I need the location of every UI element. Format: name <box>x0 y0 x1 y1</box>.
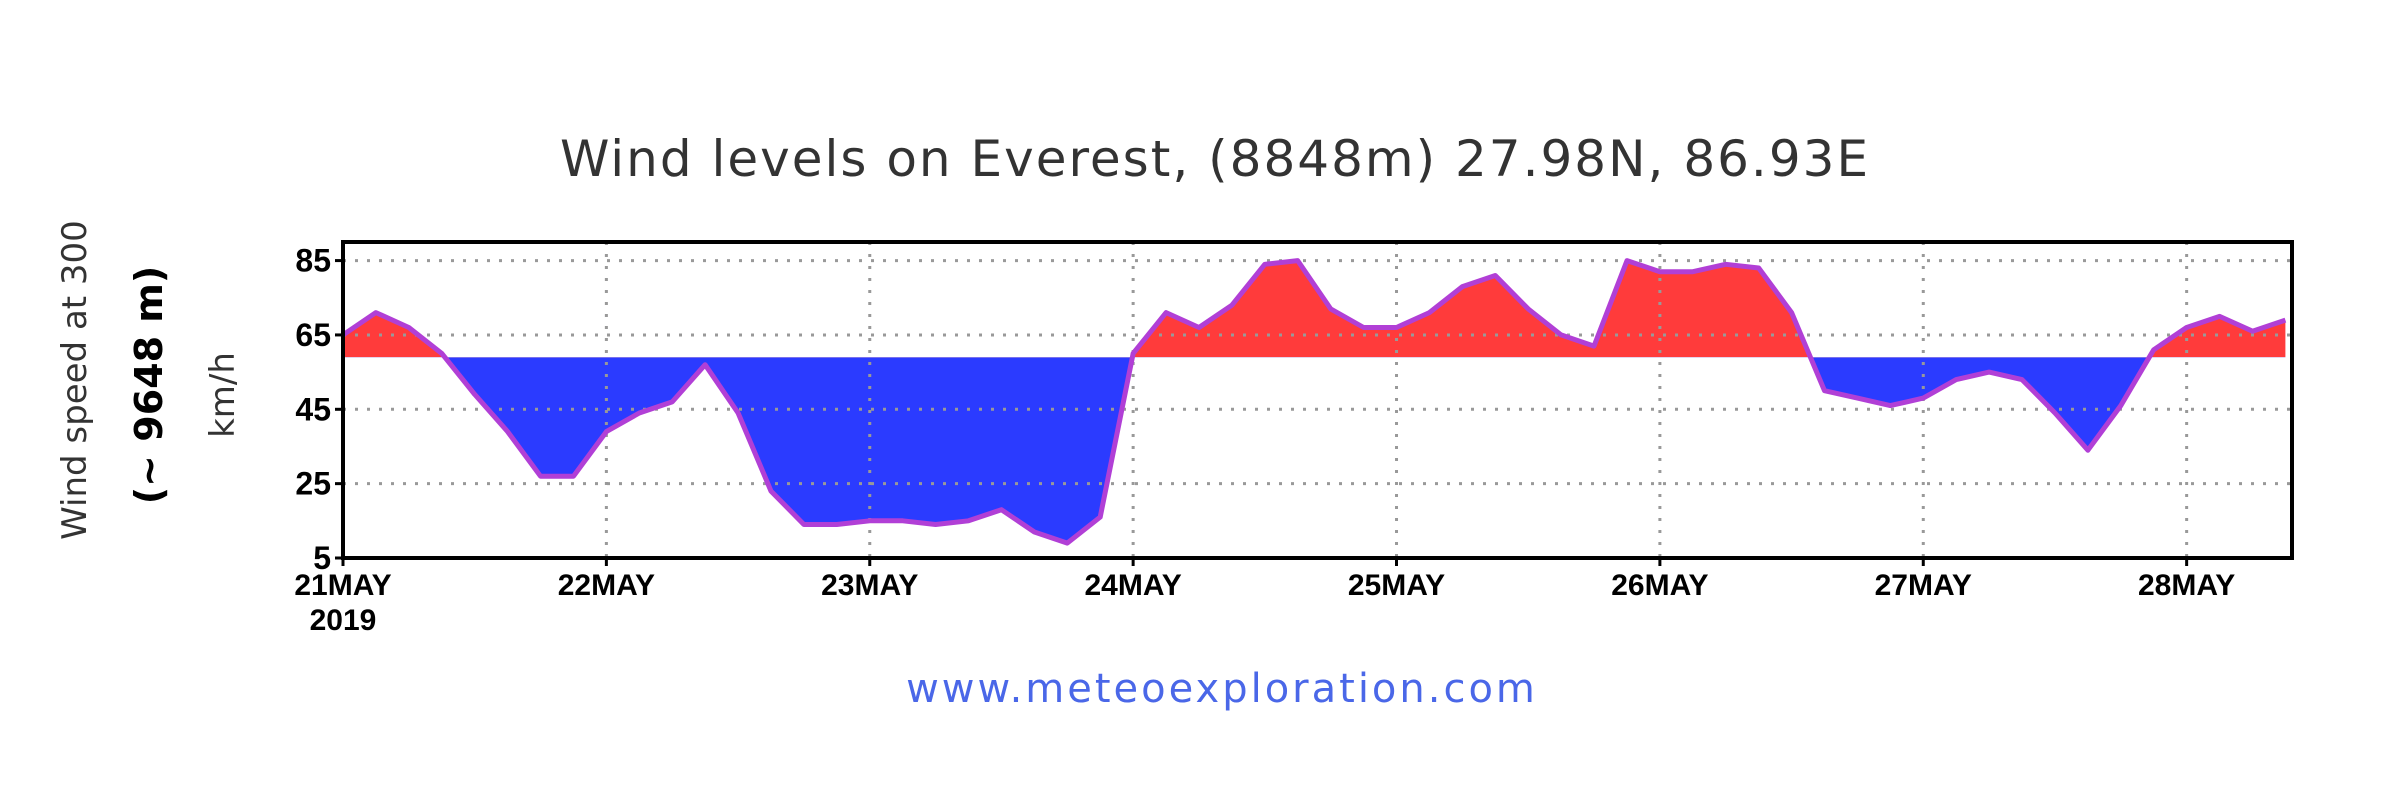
x-tick-sublabel: 2019 <box>310 604 377 637</box>
credit-link[interactable]: www.meteoexploration.com <box>906 666 1538 712</box>
x-tick-label: 21MAY <box>294 569 391 602</box>
x-tick-label: 28MAY <box>2138 569 2235 602</box>
y-axis-label-line-1: Wind speed at 300 <box>55 220 95 540</box>
series-line-group <box>341 258 2287 546</box>
chart-title: Wind levels on Everest, (8848m) 27.98N, … <box>560 130 1870 188</box>
y-tick-label: 5 <box>313 540 331 576</box>
y-tick-label: 85 <box>295 243 331 279</box>
x-tick-label: 26MAY <box>1611 569 1708 602</box>
x-tick-label: 27MAY <box>1875 569 1972 602</box>
y-axis-label-line-2: (~ 9648 m) <box>127 266 171 504</box>
y-tick-labels: 5 25 45 65 85 <box>295 243 343 576</box>
grid-lines <box>343 242 2292 558</box>
y-tick-label: 65 <box>295 317 331 353</box>
series-line <box>341 258 2287 546</box>
x-tick-label: 25MAY <box>1348 569 1445 602</box>
y-tick-label: 25 <box>295 466 331 502</box>
y-axis-label-line-3: km/h <box>203 352 243 438</box>
x-tick-label: 23MAY <box>821 569 918 602</box>
y-tick-label: 45 <box>295 391 331 427</box>
x-tick-label: 22MAY <box>558 569 655 602</box>
plot-frame <box>341 240 2294 560</box>
x-tick-label: 24MAY <box>1084 569 1181 602</box>
fill-area <box>343 260 2286 544</box>
